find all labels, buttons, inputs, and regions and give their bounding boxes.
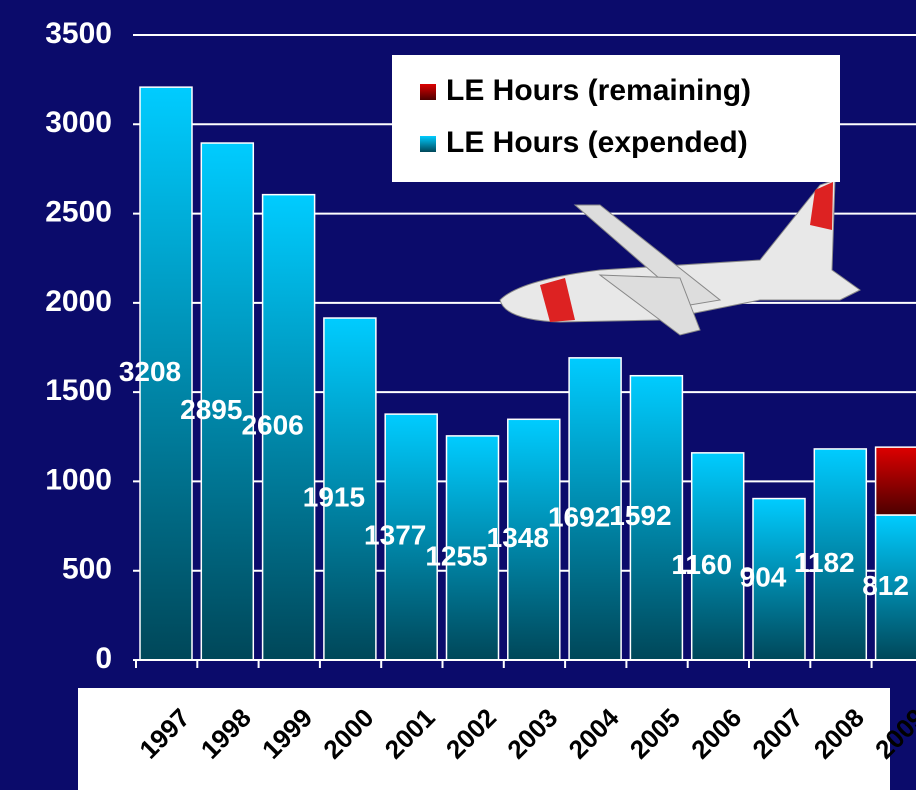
- legend-swatch: [420, 136, 436, 152]
- value-label: 812: [862, 570, 909, 601]
- bar: [384, 413, 438, 661]
- bar: [568, 357, 622, 661]
- value-label: 3208: [119, 356, 181, 387]
- x-label-panel: [78, 688, 890, 790]
- value-label: 1348: [487, 522, 549, 553]
- value-label: 1182: [794, 547, 855, 578]
- bar: [874, 514, 916, 661]
- legend-box: [392, 55, 840, 182]
- value-label: 1915: [303, 481, 365, 512]
- bar: [629, 374, 684, 661]
- bar: [874, 446, 916, 516]
- bar: [752, 497, 806, 661]
- legend-label: LE Hours (remaining): [446, 74, 751, 107]
- bar: [261, 193, 316, 661]
- value-label: 1592: [609, 500, 671, 531]
- y-tick-label: 3000: [45, 106, 112, 139]
- bar: [445, 435, 500, 661]
- bar: [813, 448, 868, 661]
- legend-label: LE Hours (expended): [446, 126, 748, 159]
- value-label: 1160: [671, 549, 732, 580]
- bar: [323, 317, 377, 661]
- bar: [690, 452, 745, 661]
- y-tick-label: 3500: [45, 17, 112, 50]
- legend: LE Hours (remaining) LE Hours (expended): [392, 55, 840, 182]
- y-tick-label: 500: [62, 553, 112, 586]
- y-tick-label: 2500: [45, 195, 112, 228]
- value-label: 1377: [364, 519, 426, 550]
- airplane-image: [499, 179, 861, 336]
- bar: [139, 86, 193, 661]
- y-tick-label: 0: [95, 642, 112, 675]
- value-label: 2606: [241, 410, 303, 441]
- legend-swatch: [420, 84, 436, 100]
- y-tick-label: 1000: [45, 463, 112, 496]
- value-label: 1255: [425, 540, 487, 571]
- bar: [507, 418, 561, 661]
- y-tick-label: 2000: [45, 285, 112, 318]
- value-label: 2895: [180, 394, 242, 425]
- value-label: 904: [740, 562, 787, 593]
- value-label: 1692: [548, 501, 610, 532]
- y-tick-label: 1500: [45, 374, 112, 407]
- bar: [200, 142, 255, 661]
